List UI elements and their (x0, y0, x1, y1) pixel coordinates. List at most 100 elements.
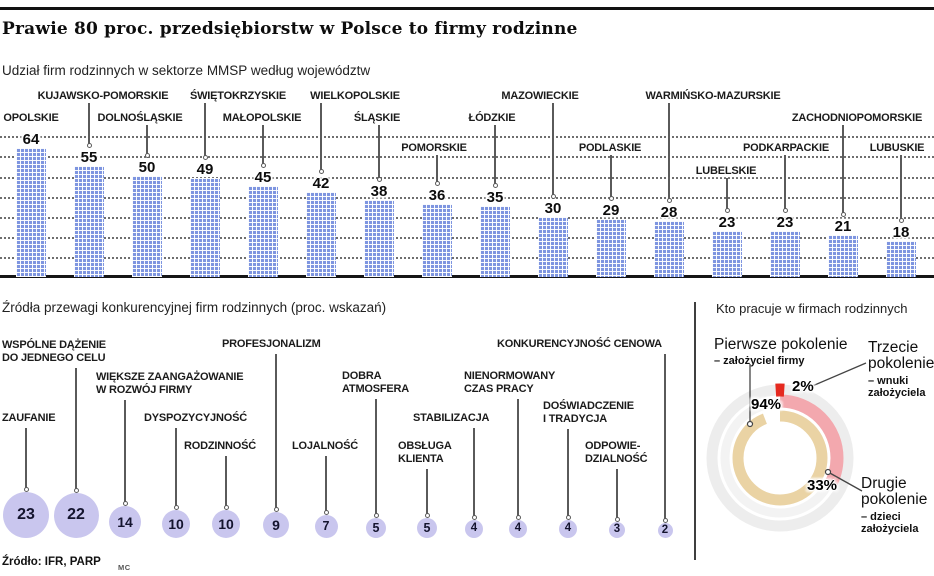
label-connector-dot (550, 193, 556, 199)
bar-value: 50 (138, 159, 156, 177)
second-gen-connector-dot (824, 468, 832, 476)
bubble (609, 522, 625, 538)
bubble-category-label: KONKURENCYJNOŚĆ CENOWA (497, 338, 662, 350)
bar-value: 49 (196, 161, 214, 179)
bar-value: 36 (428, 187, 446, 205)
bar-category-label: POMORSKIE (401, 142, 467, 154)
bar-chart-title: Udział firm rodzinnych w sektorze MMSP w… (2, 63, 371, 78)
bubble-value: 3 (613, 523, 621, 536)
bubble-chart: 23 ZAUFANIE 22 WSPÓLNE DĄŻENIE DO JEDNEGO C… (0, 290, 694, 560)
bubble-value: 7 (322, 519, 330, 534)
bar-category-label: OPOLSKIE (3, 112, 59, 124)
bubble-connector-dot (173, 505, 179, 510)
bubble (366, 518, 386, 538)
third-gen-label: Trzecie pokolenie (868, 339, 934, 372)
bubble-connector-line (124, 400, 126, 503)
bubble-chart-title: Źródła przewagi konkurencyjnej firm rodz… (2, 300, 387, 315)
bubble-connector-line (225, 456, 227, 507)
label-connector-dot (144, 153, 150, 159)
bubble-connector-line (567, 429, 569, 517)
bubble-connector-dot (565, 515, 571, 520)
bar-category-label: ŚWIĘTOKRZYSKIE (189, 90, 287, 102)
bubble-connector-dot (122, 501, 128, 506)
label-connector-dot (782, 207, 788, 213)
label-connector-line (262, 125, 264, 166)
bubble (657, 523, 673, 538)
label-connector-line (436, 155, 438, 184)
bubble-category-label: WIĘKSZE ZAANGAŻOWANIE W ROZWÓJ FIRMY (96, 371, 244, 396)
label-connector-line (726, 178, 728, 210)
bar (306, 192, 336, 277)
bar (132, 176, 162, 277)
second-gen-sublabel: – dzieci założyciela (861, 511, 919, 535)
third-gen-value: 2% (792, 378, 814, 395)
bar (538, 216, 568, 277)
bubble-connector-dot (23, 487, 29, 492)
first-gen-value: 94% (751, 396, 782, 413)
label-connector-dot (666, 197, 672, 203)
bubble (212, 510, 240, 538)
bar-gridline (0, 236, 934, 239)
bubble-value: 5 (372, 520, 380, 535)
bubble-value: 10 (168, 515, 184, 532)
bar-gridline (0, 216, 934, 219)
bubble-value: 4 (564, 522, 572, 535)
label-connector-dot (260, 163, 266, 169)
donut-arc-second-generation (716, 394, 844, 522)
second-gen-value: 33% (807, 477, 838, 494)
third-gen-connector-line (809, 362, 867, 388)
bar-category-label: MAZOWIECKIE (501, 90, 579, 102)
bubble-connector-dot (223, 505, 229, 510)
bubble-connector-line (25, 428, 27, 489)
bubble-connector-line (426, 469, 428, 515)
label-connector-line (88, 103, 90, 146)
bubble-connector-dot (662, 518, 668, 523)
bar-category-label: ŁÓDZKIE (468, 112, 516, 124)
bar-value: 35 (486, 189, 504, 207)
bubble-connector-line (75, 368, 77, 490)
bubble (314, 515, 338, 538)
bar-category-label: ŚLĄSKIE (353, 112, 401, 124)
bubble (162, 510, 190, 538)
bar (828, 234, 858, 277)
bar-value: 21 (834, 217, 852, 235)
bar (190, 178, 220, 277)
bar-value: 42 (312, 175, 330, 193)
third-gen-sublabel: – wnuki założyciela (868, 375, 926, 399)
bubble-category-label: OBSŁUGA KLIENTA (398, 440, 452, 465)
bubble-connector-line (175, 428, 177, 507)
bar-gridline (0, 196, 934, 199)
bar-category-label: MAŁOPOLSKIE (222, 112, 302, 124)
bubble-value: 9 (272, 516, 280, 533)
label-connector-dot (376, 177, 382, 183)
label-connector-line (320, 103, 322, 172)
bubble (109, 506, 141, 538)
bubble-value: 4 (514, 522, 522, 535)
bubble-value: 4 (470, 522, 478, 535)
page-title: Prawie 80 proc. przedsiębiorstw w Polsce… (2, 19, 578, 39)
bubble-category-label: DOŚWIADCZENIE I TRADYCJA (543, 400, 634, 425)
bar-value: 29 (602, 201, 620, 219)
bubble-connector-dot (273, 507, 279, 512)
label-connector-dot (840, 211, 846, 217)
bar (74, 166, 104, 277)
bubble-connector-line (275, 354, 277, 509)
bubble-connector-dot (424, 513, 430, 518)
bubble-value: 14 (117, 513, 133, 530)
bar-value: 23 (776, 213, 794, 231)
bar-category-label: DOLNOŚLĄSKIE (97, 112, 183, 124)
bar (480, 206, 510, 277)
bubble-connector-line (664, 354, 666, 520)
bar-value: 18 (892, 223, 910, 241)
bar-value: 64 (22, 130, 40, 148)
bar-gridline (0, 256, 934, 259)
bar-value: 45 (254, 169, 272, 187)
bar (248, 186, 278, 277)
bar-category-label: KUJAWSKO-POMORSKIE (37, 90, 169, 102)
top-rule (0, 7, 934, 10)
bubble (559, 520, 577, 538)
bubble-category-label: NIENORMOWANY CZAS PRACY (464, 370, 556, 395)
label-connector-dot (86, 143, 92, 149)
bar-gridline (0, 156, 934, 159)
